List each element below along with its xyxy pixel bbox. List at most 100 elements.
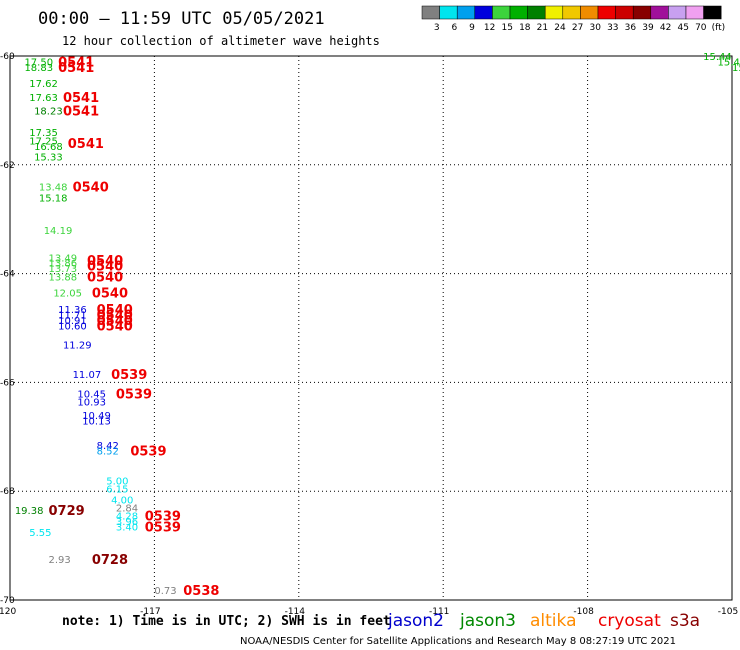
swh-value: 17.63 [29,93,58,104]
time-label: 0540 [87,254,123,269]
swh-value: 3.96 [116,517,138,528]
time-label: 0728 [92,553,128,568]
time-label: 0539 [145,521,181,536]
swh-value: 11.71 [58,310,87,321]
y-tick-label: -70 [0,596,15,606]
swh-value: 3.40 [116,523,138,534]
swh-value: 17.35 [29,128,58,139]
time-labels: 0541054105410541054105400540054005400540… [49,55,220,599]
legend-label: 18 [519,23,531,33]
legend-swatch [597,5,616,20]
time-label: 0538 [183,584,219,599]
y-tick-label: -60 [0,52,15,62]
chart-title: 00:00 – 11:59 UTC 05/05/2021 [38,9,325,29]
x-tick-label: -111 [429,607,449,617]
swh-value: 17.50 [24,57,53,68]
legend-label: 21 [537,23,548,33]
legend-swatch [439,5,458,20]
legend-swatch [562,5,581,20]
x-tick-label: -114 [285,607,306,617]
swh-value: 13.49 [49,253,78,264]
plot-area: -120 -117 -114 -111 -108 -105 -60 -62 -64 -66 -68 -… [0,52,740,617]
mission-legend: jason2 jason3 altika cryosat s3a [387,611,700,631]
legend-swatch [615,5,634,20]
legend-label: 27 [572,23,583,33]
swh-value: 15.18 [39,193,68,204]
y-tick-label: -64 [0,270,15,280]
mission-cryosat: cryosat [598,611,661,631]
swh-value: 17.25 [29,136,58,147]
legend-label: 70 [695,23,707,33]
time-label: 0540 [87,259,123,274]
time-label: 0541 [63,91,99,106]
swh-value: 17.62 [29,79,58,90]
legend-label: 36 [625,23,637,33]
swh-value: 4.00 [111,495,133,506]
legend-label: 42 [660,23,671,33]
legend-label: 15 [501,23,512,33]
legend-swatch [650,5,669,20]
y-tick-label: -62 [0,161,15,171]
legend-label: 9 [469,23,475,33]
swh-value: 10.45 [77,389,106,400]
swh-value: 15.48 [718,57,740,68]
time-label: 0540 [97,308,133,323]
time-label: 0540 [92,287,128,302]
x-tick-label: -120 [0,607,16,617]
time-label: 0539 [116,387,152,402]
time-label: 0539 [130,444,166,459]
swh-value: 19.38 [15,506,44,517]
legend-swatch [580,5,599,20]
time-label: 0541 [58,61,94,76]
swh-value: 14.19 [44,226,73,237]
swh-value: 4.28 [116,512,138,523]
mission-jason2: jason2 [387,611,444,631]
time-label: 0539 [145,510,181,525]
x-tick-label: -105 [718,607,738,617]
swh-value: 8.52 [97,446,119,457]
swh-value: 11.36 [58,305,87,316]
x-tick-label: -117 [140,607,160,617]
swh-value: 11.29 [63,340,92,351]
swh-value: 2.93 [49,555,71,566]
time-label: 0541 [63,104,99,119]
y-tick-label: -66 [0,378,15,388]
swh-value: 15.58 [732,63,740,74]
legend-swatch [668,5,687,20]
swh-value: 13.73 [49,264,78,275]
legend-label: 33 [607,23,618,33]
time-label: 0540 [97,319,133,334]
legend-label: 6 [452,23,458,33]
legend-label: (ft) [712,23,726,33]
x-tick-label: -108 [573,607,594,617]
credit-text: NOAA/NESDIS Center for Satellite Applica… [240,636,676,647]
swh-value: 15.44 [703,52,732,63]
time-label: 0539 [111,368,147,383]
legend-label: 45 [677,23,688,33]
swh-value: 13.86 [49,259,78,270]
mission-altika: altika [530,611,577,631]
time-label: 0729 [49,504,85,519]
note-text: note: 1) Time is in UTC; 2) SWH is in fe… [62,614,391,629]
swh-value: 15.33 [34,153,63,164]
legend-swatch [685,5,704,20]
grid-lines [10,56,732,600]
time-label: 0540 [97,314,133,329]
swh-value: 10.91 [58,316,87,327]
swh-value: 0.73 [154,586,176,597]
swh-value: 18.23 [34,106,63,117]
time-label: 0540 [73,181,109,196]
legend-swatch [456,5,476,20]
swh-value: 18.83 [24,63,53,74]
legend-swatch [632,5,652,20]
legend-label: 39 [642,23,654,33]
swh-value: 12.05 [53,289,82,300]
plot-frame [9,55,733,601]
legend-label: 3 [434,23,440,33]
legend-swatch [421,5,440,20]
legend-swatch [474,5,493,20]
swh-value: 10.13 [82,416,111,427]
swh-value: 10.93 [77,397,106,408]
